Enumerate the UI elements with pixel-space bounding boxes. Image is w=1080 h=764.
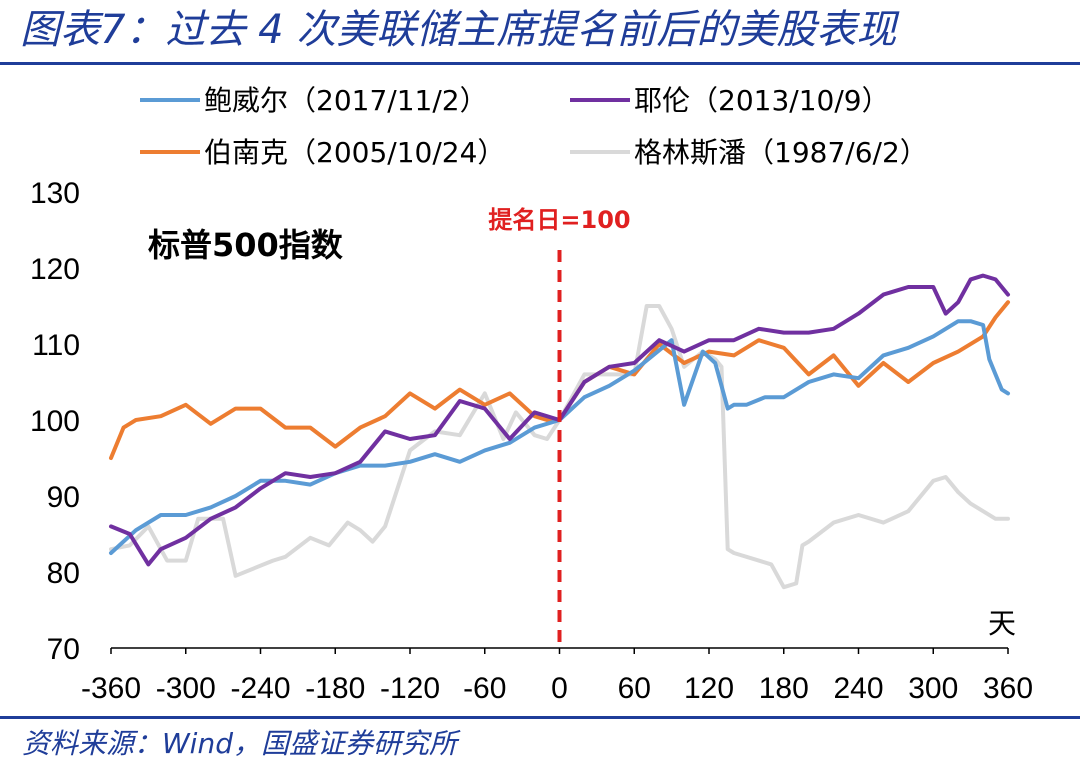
y-tick-label: 80 [47,557,80,590]
source-note: 资料来源：Wind，国盛证券研究所 [22,727,457,760]
legend: 鲍威尔（2017/11/2） 耶伦（2013/10/9） 伯南克（2005/10/2… [140,84,928,169]
nomination-day-label: 提名日=100 [488,206,630,234]
y-tick-label: 120 [30,253,80,286]
legend-label: 鲍威尔（2017/11/2） [204,84,488,117]
axes: -360 -300 -240 -180 -120 -60 0 60 120 180 240 300 36… [30,177,1033,705]
x-tick-label: 0 [551,672,568,705]
legend-label: 耶伦（2013/10/9） [634,84,890,117]
x-tick-label: -360 [81,672,141,705]
x-tick-label: 360 [983,672,1033,705]
x-tick-label: -240 [230,672,290,705]
title-divider [0,62,1080,65]
x-tick-label: -180 [305,672,365,705]
y-tick-label: 100 [30,405,80,438]
x-tick-label: 240 [833,672,883,705]
series-line [109,273,1010,567]
series-line [109,304,1010,590]
chart-title: 标普500指数 [148,226,344,264]
footer-divider [0,716,1080,719]
series-line [109,319,1010,555]
x-tick-label: -300 [156,672,216,705]
x-tick-label: -120 [380,672,440,705]
figure-title: 图表7：过去 4 次美联储主席提名前后的美股表现 [20,7,897,53]
y-tick-label: 110 [32,329,80,362]
y-tick-label: 130 [30,177,80,210]
legend-label: 格林斯潘（1987/6/2） [634,136,928,169]
x-tick-label: 60 [618,672,651,705]
x-tick-label: 120 [684,672,734,705]
x-tick-label: 180 [759,672,809,705]
y-tick-label: 90 [47,481,80,514]
y-tick-label: 70 [47,633,80,666]
x-axis-label: 天 [988,607,1016,640]
legend-label: 伯南克（2005/10/24） [204,136,505,169]
nomination-marker: 提名日=100 [488,206,631,648]
x-tick-label: -60 [463,672,506,705]
line-chart: 鲍威尔（2017/11/2） 耶伦（2013/10/9） 伯南克（2005/10/2… [30,84,1033,705]
series-layer [109,273,1010,590]
x-tick-label: 300 [908,672,958,705]
